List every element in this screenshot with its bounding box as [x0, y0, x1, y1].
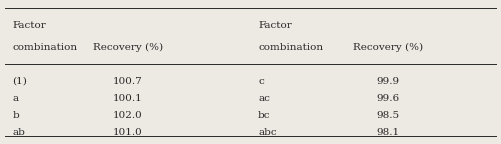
Text: 100.1: 100.1: [113, 94, 143, 103]
Text: 102.0: 102.0: [113, 111, 143, 120]
Text: combination: combination: [258, 43, 323, 52]
Text: 98.1: 98.1: [377, 128, 400, 137]
Text: (1): (1): [13, 77, 28, 86]
Text: 99.6: 99.6: [377, 94, 400, 103]
Text: ab: ab: [13, 128, 26, 137]
Text: combination: combination: [13, 43, 78, 52]
Text: abc: abc: [258, 128, 277, 137]
Text: 101.0: 101.0: [113, 128, 143, 137]
Text: 98.5: 98.5: [377, 111, 400, 120]
Text: b: b: [13, 111, 19, 120]
Text: a: a: [13, 94, 19, 103]
Text: c: c: [258, 77, 264, 86]
Text: 99.9: 99.9: [377, 77, 400, 86]
Text: Factor: Factor: [13, 21, 46, 30]
Text: Recovery (%): Recovery (%): [93, 43, 163, 52]
Text: Recovery (%): Recovery (%): [353, 43, 423, 52]
Text: 100.7: 100.7: [113, 77, 143, 86]
Text: ac: ac: [258, 94, 270, 103]
Text: Factor: Factor: [258, 21, 292, 30]
Text: bc: bc: [258, 111, 271, 120]
